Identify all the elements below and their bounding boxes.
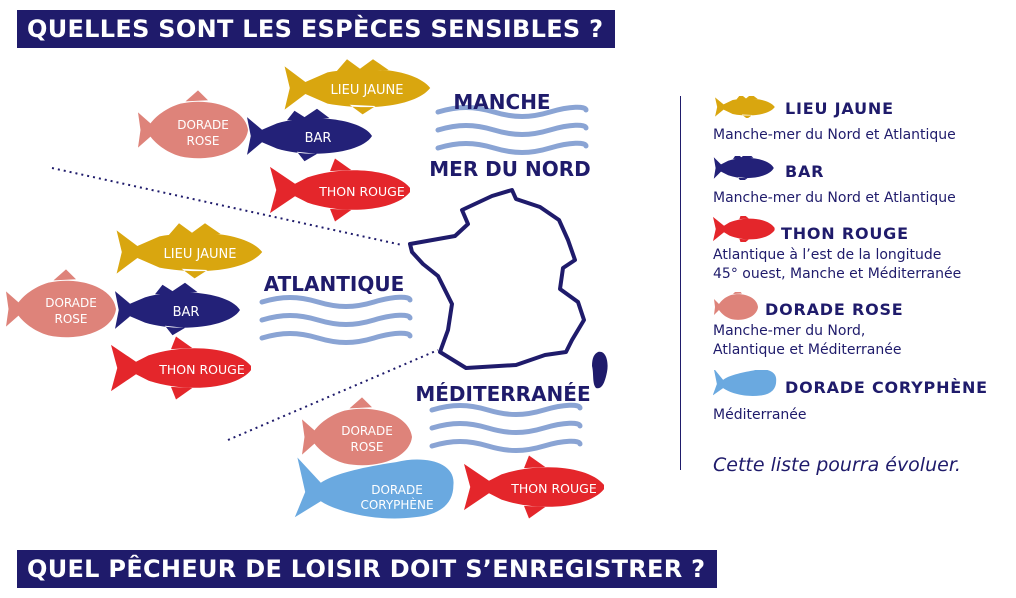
region-label-atlantique: ATLANTIQUE bbox=[264, 272, 405, 296]
fish-thon-rouge-mediterranee: THON ROUGE bbox=[464, 455, 604, 519]
legend-desc: Manche-mer du Nord et Atlantique bbox=[713, 190, 956, 206]
fish-dorade-rose-atlantique: DORADE ROSE bbox=[6, 269, 116, 338]
waves-mediterranee bbox=[432, 405, 580, 450]
svg-text:ROSE: ROSE bbox=[351, 440, 384, 454]
fish-dorade-rose-manche: DORADE ROSE bbox=[138, 90, 248, 159]
fish-lieu-jaune-atlantique: LIEU JAUNE bbox=[116, 223, 263, 279]
svg-text:DORADE: DORADE bbox=[371, 483, 423, 497]
fish-dorade-coryphene-mediterranee: DORADE CORYPHÈNE bbox=[294, 457, 454, 519]
dorade-rose-fish-icon bbox=[714, 292, 758, 320]
legend-desc: Manche-mer du Nord, bbox=[713, 323, 866, 339]
legend-name: BAR bbox=[785, 162, 825, 181]
section-heading-registration: QUEL PÊCHEUR DE LOISIR DOIT S’ENREGISTRE… bbox=[17, 550, 718, 588]
svg-text:BAR: BAR bbox=[173, 305, 200, 320]
legend-name: DORADE CORYPHÈNE bbox=[785, 378, 988, 397]
waves-manche bbox=[438, 107, 586, 152]
fish-dorade-rose-mediterranee: DORADE ROSE bbox=[302, 397, 412, 466]
svg-text:THON ROUGE: THON ROUGE bbox=[510, 481, 597, 496]
legend-desc: Atlantique et Méditerranée bbox=[713, 342, 902, 358]
legend-name: LIEU JAUNE bbox=[785, 99, 894, 118]
svg-text:DORADE: DORADE bbox=[177, 118, 229, 132]
waves-atlantique bbox=[262, 297, 410, 342]
france-outline bbox=[408, 188, 586, 370]
svg-text:BAR: BAR bbox=[305, 131, 332, 146]
lieu-jaune-fish-icon bbox=[715, 96, 775, 118]
legend-desc: Atlantique à l’est de la longitude bbox=[713, 247, 942, 263]
svg-text:THON ROUGE: THON ROUGE bbox=[318, 184, 405, 199]
legend-name: THON ROUGE bbox=[781, 224, 909, 243]
fish-bar-manche: BAR bbox=[247, 108, 372, 162]
svg-text:LIEU JAUNE: LIEU JAUNE bbox=[331, 83, 404, 98]
dorade-coryphene-fish-icon bbox=[713, 370, 777, 396]
region-label-mediterranee: MÉDITERRANÉE bbox=[415, 382, 590, 406]
species-map: MANCHE MER DU NORD ATLANTIQUE MÉDITERRAN… bbox=[6, 59, 608, 519]
legend-desc: 45° ouest, Manche et Méditerranée bbox=[713, 266, 962, 282]
legend-desc: Méditerranée bbox=[713, 407, 807, 423]
svg-text:DORADE: DORADE bbox=[341, 424, 393, 438]
svg-text:CORYPHÈNE: CORYPHÈNE bbox=[360, 497, 433, 512]
section-heading-species: QUELLES SONT LES ESPÈCES SENSIBLES ? bbox=[17, 10, 616, 48]
species-legend: LIEU JAUNE Manche-mer du Nord et Atlanti… bbox=[680, 96, 1011, 476]
fish-lieu-jaune-manche: LIEU JAUNE bbox=[284, 59, 431, 115]
svg-text:LIEU JAUNE: LIEU JAUNE bbox=[164, 247, 237, 262]
svg-text:ROSE: ROSE bbox=[55, 312, 88, 326]
corsica-shape bbox=[592, 351, 608, 389]
fish-thon-rouge-atlantique: THON ROUGE bbox=[111, 336, 251, 400]
svg-text:ROSE: ROSE bbox=[187, 134, 220, 148]
bar-fish-icon bbox=[713, 156, 774, 180]
region-label-manche: MANCHE bbox=[453, 90, 550, 114]
region-label-mer-du-nord: MER DU NORD bbox=[429, 157, 590, 181]
legend-note: Cette liste pourra évoluer. bbox=[713, 454, 961, 476]
guide-line-mediterranee bbox=[227, 349, 439, 441]
thon-rouge-fish-icon bbox=[713, 216, 775, 242]
legend-desc: Manche-mer du Nord et Atlantique bbox=[713, 127, 956, 143]
fish-thon-rouge-manche: THON ROUGE bbox=[270, 158, 410, 222]
svg-text:THON ROUGE: THON ROUGE bbox=[158, 362, 245, 377]
legend-name: DORADE ROSE bbox=[765, 300, 904, 319]
svg-text:DORADE: DORADE bbox=[45, 296, 97, 310]
fish-bar-atlantique: BAR bbox=[115, 282, 240, 336]
